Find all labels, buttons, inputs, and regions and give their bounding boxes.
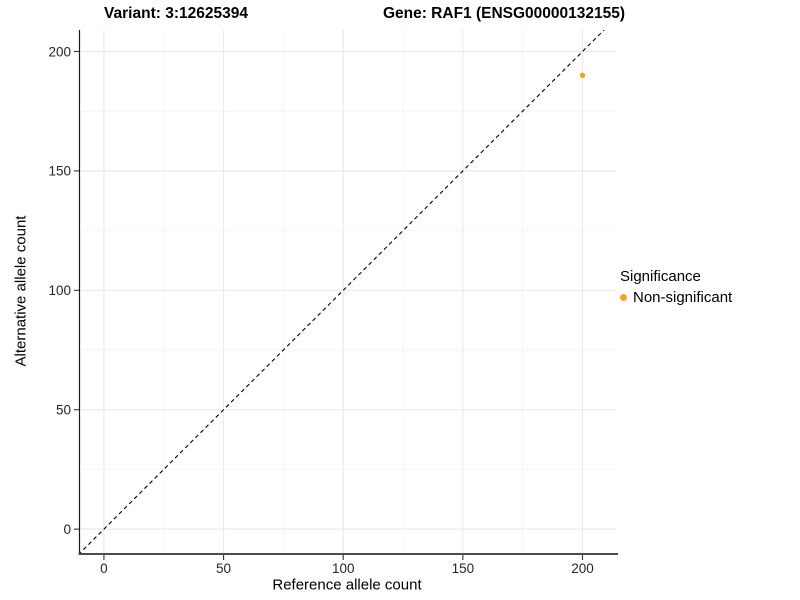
gene-title: Gene: RAF1 (ENSG00000132155) <box>382 5 626 22</box>
y-tick-label: 100 <box>48 283 71 298</box>
y-tick-label: 200 <box>48 44 71 59</box>
x-tick-label: 100 <box>332 561 355 576</box>
legend-item-label: Non-significant <box>633 289 733 306</box>
x-tick-label: 0 <box>100 561 108 576</box>
x-axis-title: Reference allele count <box>272 576 422 594</box>
legend: Significance Non-significant <box>620 268 732 306</box>
legend-point-icon <box>620 294 627 301</box>
x-tick-label: 200 <box>571 561 594 576</box>
variant-title: Variant: 3:12625394 <box>104 5 248 22</box>
grid-major <box>80 30 616 553</box>
data-point <box>579 72 586 79</box>
legend-title: Significance <box>620 268 701 285</box>
x-tick-label: 150 <box>452 561 475 576</box>
y-tick-label: 50 <box>56 403 71 418</box>
axis-ticks: 0 50 100 150 200 0 50 100 150 200 <box>48 44 593 576</box>
grid-minor <box>80 30 616 553</box>
x-tick-label: 50 <box>216 561 231 576</box>
identity-dashed-line <box>80 30 605 553</box>
y-tick-label: 0 <box>63 522 71 537</box>
y-tick-label: 150 <box>48 164 71 179</box>
legend-item: Non-significant <box>620 289 732 306</box>
